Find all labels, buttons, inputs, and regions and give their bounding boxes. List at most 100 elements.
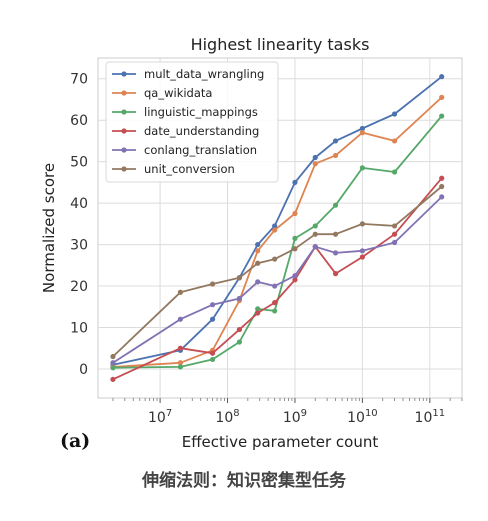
data-point [392, 240, 397, 245]
data-point [255, 242, 260, 247]
data-point [210, 302, 215, 307]
data-point [313, 155, 318, 160]
x-tick-label: 107 [148, 408, 172, 426]
x-tick-label: 108 [215, 408, 239, 426]
x-axis-label: Effective parameter count [182, 433, 379, 451]
chart-title: Highest linearity tasks [191, 35, 370, 54]
y-axis-ticks: 0 10 20 30 40 50 60 70 [70, 72, 88, 378]
x-tick-base: 10 [148, 410, 166, 426]
data-point [110, 365, 115, 370]
legend: mult_data_wrangling qa_wikidata linguistic… [106, 62, 278, 182]
data-point [110, 377, 115, 382]
data-point [255, 248, 260, 253]
data-point [292, 273, 297, 278]
y-tick-label: 60 [70, 113, 88, 129]
data-point [237, 275, 242, 280]
x-tick-exponent: 11 [432, 408, 445, 419]
data-point [392, 111, 397, 116]
x-tick-label: 109 [283, 408, 307, 426]
data-point [210, 281, 215, 286]
data-point [272, 227, 277, 232]
data-point [292, 246, 297, 251]
data-point [333, 153, 338, 158]
data-point [439, 176, 444, 181]
x-tick-label: 1011 [415, 408, 446, 426]
data-point [392, 223, 397, 228]
legend-swatch-marker [121, 128, 126, 133]
data-point [439, 74, 444, 79]
legend-label: conlang_translation [144, 143, 257, 157]
data-point [360, 130, 365, 135]
y-tick-label: 30 [70, 238, 88, 254]
y-tick-label: 10 [70, 321, 88, 337]
legend-swatch-marker [121, 90, 126, 95]
legend-label: date_understanding [144, 124, 259, 138]
x-tick-base: 10 [415, 410, 433, 426]
data-point [292, 236, 297, 241]
y-tick-label: 40 [70, 196, 88, 212]
data-point [272, 308, 277, 313]
data-point [360, 248, 365, 253]
data-point [210, 317, 215, 322]
panel-label: (a) [60, 430, 90, 452]
data-point [360, 254, 365, 259]
data-point [178, 317, 183, 322]
data-point [210, 357, 215, 362]
data-point [313, 161, 318, 166]
data-point [110, 360, 115, 365]
data-point [439, 194, 444, 199]
data-point [255, 261, 260, 266]
x-axis-ticks: 107 108 109 1010 1011 [113, 398, 462, 426]
x-tick-exponent: 9 [301, 408, 307, 419]
legend-label: mult_data_wrangling [144, 67, 264, 81]
data-point [292, 180, 297, 185]
data-point [237, 327, 242, 332]
x-tick-exponent: 7 [166, 408, 172, 419]
legend-label: unit_conversion [144, 162, 235, 176]
data-point [313, 223, 318, 228]
data-point [110, 354, 115, 359]
y-tick-label: 20 [70, 279, 88, 295]
data-point [392, 232, 397, 237]
y-tick-label: 70 [70, 72, 88, 88]
data-point [178, 346, 183, 351]
data-point [272, 300, 277, 305]
data-point [272, 283, 277, 288]
data-point [255, 279, 260, 284]
data-point [313, 232, 318, 237]
legend-swatch-marker [121, 147, 126, 152]
y-tick-label: 50 [70, 155, 88, 171]
data-point [333, 250, 338, 255]
data-point [439, 95, 444, 100]
data-point [237, 339, 242, 344]
x-tick-base: 10 [347, 410, 365, 426]
data-point [333, 203, 338, 208]
x-tick-base: 10 [283, 410, 301, 426]
legend-label: linguistic_mappings [144, 105, 258, 119]
data-point [313, 244, 318, 249]
legend-swatch-marker [121, 71, 126, 76]
data-point [178, 364, 183, 369]
x-tick-exponent: 10 [365, 408, 378, 419]
x-tick-exponent: 8 [233, 408, 239, 419]
legend-swatch-marker [121, 109, 126, 114]
legend-swatch-marker [121, 166, 126, 171]
y-axis-label: Normalized score [40, 163, 58, 293]
data-point [210, 351, 215, 356]
data-point [360, 165, 365, 170]
data-point [333, 271, 338, 276]
x-tick-base: 10 [215, 410, 233, 426]
data-point [360, 221, 365, 226]
data-point [255, 310, 260, 315]
data-point [439, 184, 444, 189]
data-point [292, 211, 297, 216]
data-point [439, 113, 444, 118]
data-point [333, 232, 338, 237]
data-point [237, 296, 242, 301]
data-point [392, 169, 397, 174]
y-tick-label: 0 [79, 362, 88, 378]
data-point [178, 290, 183, 295]
data-point [333, 138, 338, 143]
